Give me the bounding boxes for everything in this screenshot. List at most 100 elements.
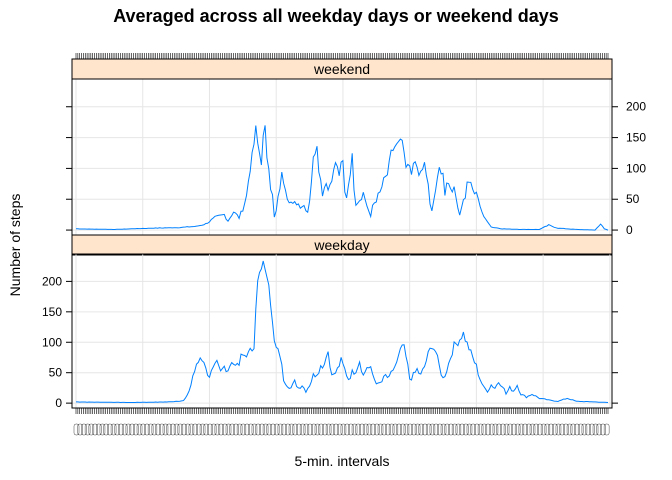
x-tick-label-glyph (110, 423, 117, 436)
x-tick-label-glyph (229, 423, 235, 436)
strip-weekday (71, 234, 613, 256)
x-tick-label-glyph (170, 423, 176, 436)
x-tick-label-glyph (377, 423, 384, 436)
strip-label-weekend: weekend (313, 61, 370, 77)
panel-border-weekend (71, 78, 613, 236)
x-tick-labels-overlapped (73, 423, 610, 436)
x-tick-label-glyph (240, 423, 247, 436)
x-tick-label-glyph (233, 423, 239, 436)
x-tick-label-glyph (336, 423, 343, 436)
x-tick-label-glyph (144, 423, 150, 436)
x-tick-label-glyph (392, 423, 399, 436)
x-tick-label-glyph (207, 423, 213, 436)
x-tick-label-glyph (474, 423, 480, 436)
x-tick-label-glyph (322, 423, 328, 436)
x-tick-label-glyph (503, 423, 510, 436)
x-tick-label-glyph (166, 423, 172, 436)
x-tick-label-glyph (247, 423, 254, 436)
x-tick-label-glyph (129, 423, 135, 436)
x-tick-label-glyph (463, 423, 469, 436)
x-tick-label-glyph (603, 423, 610, 436)
x-tick-label-glyph (203, 423, 210, 436)
x-tick-label-glyph (399, 423, 406, 436)
x-tick-label-glyph (92, 423, 98, 436)
x-tick-label-glyph (277, 423, 284, 436)
x-tick-label-glyph (273, 423, 280, 436)
strip-label-weekday: weekday (313, 237, 369, 253)
x-tick-label-glyph (333, 423, 339, 436)
x-tick-label-glyph (192, 423, 198, 436)
x-tick-label-glyph (425, 423, 432, 436)
x-tick-label-glyph (570, 423, 577, 436)
x-tick-label-glyph (581, 423, 588, 436)
x-tick-label-glyph (296, 423, 302, 436)
x-tick-label-glyph (577, 423, 584, 436)
x-tick-label-glyph (173, 423, 180, 436)
x-tick-label-glyph (218, 423, 224, 436)
x-tick-label-glyph (537, 423, 543, 436)
x-tick-label-glyph (563, 423, 569, 436)
y-tick-label-weekend-3: 150 (626, 131, 646, 145)
x-tick-label-glyph (548, 423, 554, 436)
x-tick-label-glyph (540, 423, 547, 436)
x-tick-label-glyph (214, 423, 221, 436)
x-tick-label-glyph (551, 423, 558, 436)
x-tick-label-glyph (318, 423, 324, 436)
x-tick-label-glyph (114, 423, 121, 436)
y-tick-label-weekday-0: 0 (55, 396, 62, 410)
x-tick-label-glyph (589, 423, 595, 436)
panel-weekday: weekday 0 50 100 150 200 (42, 234, 618, 410)
x-tick-label-glyph (555, 423, 562, 436)
x-tick-label-glyph (262, 423, 269, 436)
x-tick-label-glyph (403, 423, 410, 436)
x-tick-label-glyph (481, 423, 488, 436)
x-tick-label-glyph (107, 423, 113, 436)
x-tick-label-glyph (99, 423, 106, 436)
x-tick-label-glyph (140, 423, 146, 436)
y-tick-label-weekday-3: 150 (42, 305, 62, 319)
x-tick-label-glyph (307, 423, 313, 436)
x-tick-label-glyph (507, 423, 514, 436)
x-tick-label-glyph (414, 423, 421, 436)
x-tick-label-glyph (288, 423, 295, 436)
x-tick-label-glyph (344, 423, 350, 436)
x-tick-label-glyph (585, 423, 591, 436)
y-tick-label-weekday-4: 200 (42, 274, 62, 288)
x-tick-label-glyph (596, 423, 602, 436)
x-tick-label-glyph (429, 423, 436, 436)
x-tick-label-glyph (459, 423, 465, 436)
x-tick-label-glyph (136, 423, 143, 436)
x-tick-label-glyph (281, 423, 287, 436)
x-tick-label-glyph (448, 423, 454, 436)
x-tick-label-glyph (77, 423, 83, 436)
y-tick-label-weekend-4: 200 (626, 100, 646, 114)
panel-weekend: weekend 0 50 100 150 200 (66, 58, 646, 237)
x-tick-label-glyph (159, 423, 165, 436)
x-tick-label-glyph (488, 423, 495, 436)
x-tick-label-glyph (407, 423, 413, 436)
x-tick-label-glyph (411, 423, 417, 436)
x-tick-label-glyph (477, 423, 484, 436)
x-tick-label-glyph (181, 423, 187, 436)
x-tick-label-glyph (340, 423, 347, 436)
x-tick-label-glyph (511, 423, 517, 436)
x-tick-label-glyph (84, 423, 91, 436)
x-tick-label-glyph (147, 423, 154, 436)
x-tick-label-glyph (188, 423, 195, 436)
x-tick-label-glyph (418, 423, 425, 436)
x-tick-label-glyph (470, 423, 476, 436)
x-tick-label-glyph (544, 423, 551, 436)
x-tick-label-glyph (455, 423, 462, 436)
x-tick-label-glyph (374, 423, 380, 436)
x-tick-label-glyph (485, 423, 491, 436)
x-tick-label-glyph (88, 423, 95, 436)
x-tick-label-glyph (177, 423, 184, 436)
x-tick-label-glyph (600, 423, 606, 436)
x-tick-label-glyph (466, 423, 473, 436)
x-tick-label-glyph (121, 423, 128, 436)
x-tick-label-glyph (440, 423, 447, 436)
x-tick-label-glyph (533, 423, 539, 436)
x-tick-label-glyph (355, 423, 362, 436)
x-tick-label-glyph (351, 423, 358, 436)
x-tick-label-glyph (196, 423, 202, 436)
